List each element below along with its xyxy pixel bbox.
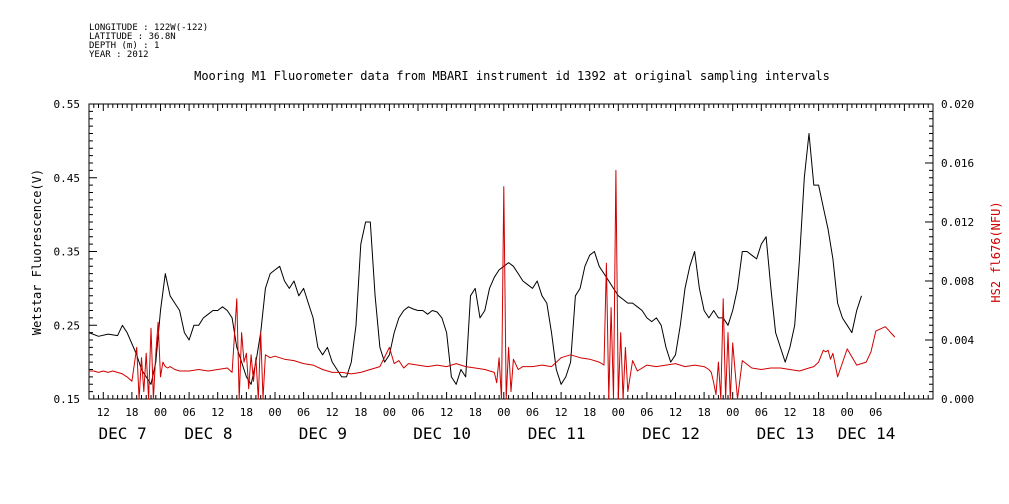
x-day-label: DEC 8 xyxy=(184,424,232,443)
series-line-hs2 xyxy=(89,169,896,400)
x-tick-label: 12 xyxy=(440,406,453,419)
x-tick-label: 12 xyxy=(669,406,682,419)
x-tick-label: 06 xyxy=(869,406,882,419)
x-tick-label: 06 xyxy=(297,406,310,419)
x-tick-label: 12 xyxy=(783,406,796,419)
y-tick-label: 0.35 xyxy=(54,246,81,259)
x-tick-label: 18 xyxy=(697,406,710,419)
x-tick-label: 18 xyxy=(812,406,825,419)
x-tick-label: 12 xyxy=(97,406,110,419)
x-tick-label: 00 xyxy=(268,406,281,419)
y-tick-label: 0.15 xyxy=(54,393,81,406)
x-day-label: DEC 12 xyxy=(642,424,700,443)
x-tick-label: 12 xyxy=(554,406,567,419)
x-tick-label: 06 xyxy=(755,406,768,419)
x-tick-label: 00 xyxy=(154,406,167,419)
axis-tick-marks xyxy=(88,103,934,400)
x-tick-label: 18 xyxy=(469,406,482,419)
x-tick-label: 12 xyxy=(326,406,339,419)
y2-tick-label: 0.004 xyxy=(941,334,974,347)
y-tick-label: 0.55 xyxy=(54,98,81,111)
x-tick-label: 18 xyxy=(240,406,253,419)
y2-tick-label: 0.000 xyxy=(941,393,974,406)
x-tick-label: 18 xyxy=(583,406,596,419)
plot-frame xyxy=(88,103,934,400)
x-day-label: DEC 11 xyxy=(528,424,586,443)
y-tick-label: 0.25 xyxy=(54,319,81,332)
x-day-label: DEC 13 xyxy=(757,424,815,443)
x-tick-label: 06 xyxy=(640,406,653,419)
meta-latitude: LATITUDE : 36.8N xyxy=(89,32,176,42)
x-tick-label: 06 xyxy=(183,406,196,419)
meta-year: YEAR : 2012 xyxy=(89,50,149,60)
y-axis-label: Wetstar Fluorescence(V) xyxy=(30,169,44,335)
x-tick-label: 12 xyxy=(211,406,224,419)
x-tick-label: 00 xyxy=(841,406,854,419)
meta-depth: DEPTH (m) : 1 xyxy=(89,41,159,51)
x-tick-label: 18 xyxy=(354,406,367,419)
x-day-label: DEC 9 xyxy=(299,424,347,443)
x-tick-label: 18 xyxy=(125,406,138,419)
y-tick-label: 0.45 xyxy=(54,172,81,185)
x-day-label: DEC 10 xyxy=(413,424,471,443)
y-tick-labels: 0.15 0.25 0.35 0.45 0.55 xyxy=(54,98,81,406)
series-line-wetstar xyxy=(88,133,862,385)
x-tick-label: 06 xyxy=(411,406,424,419)
y2-tick-label: 0.016 xyxy=(941,157,974,170)
x-tick-label: 00 xyxy=(497,406,510,419)
x-tick-label: 00 xyxy=(383,406,396,419)
meta-longitude: LONGITUDE : 122W(-122) xyxy=(89,23,208,33)
y2-tick-label: 0.012 xyxy=(941,216,974,229)
x-tick-labels: 12 18 00 06 12 18 00 06 12 18 00 06 12 18 00 06 12 18 00 06… xyxy=(97,406,883,419)
y2-tick-label: 0.020 xyxy=(941,98,974,111)
series-group xyxy=(88,133,896,400)
y2-tick-label: 0.008 xyxy=(941,275,974,288)
tick-marks xyxy=(88,103,934,400)
y2-tick-labels: 0.000 0.004 0.008 0.012 0.016 0.020 xyxy=(941,98,974,406)
x-day-label: DEC 14 xyxy=(838,424,896,443)
x-tick-label: 00 xyxy=(612,406,625,419)
y2-axis-label: HS2 fl676(NFU) xyxy=(989,201,1003,302)
x-day-labels: DEC 7 DEC 8 DEC 9 DEC 10 DEC 11 DEC 12 DEC 13 D… xyxy=(99,424,896,443)
x-day-label: DEC 7 xyxy=(99,424,147,443)
x-tick-label: 00 xyxy=(726,406,739,419)
chart-title: Mooring M1 Fluorometer data from MBARI i… xyxy=(194,69,830,83)
x-tick-label: 06 xyxy=(526,406,539,419)
